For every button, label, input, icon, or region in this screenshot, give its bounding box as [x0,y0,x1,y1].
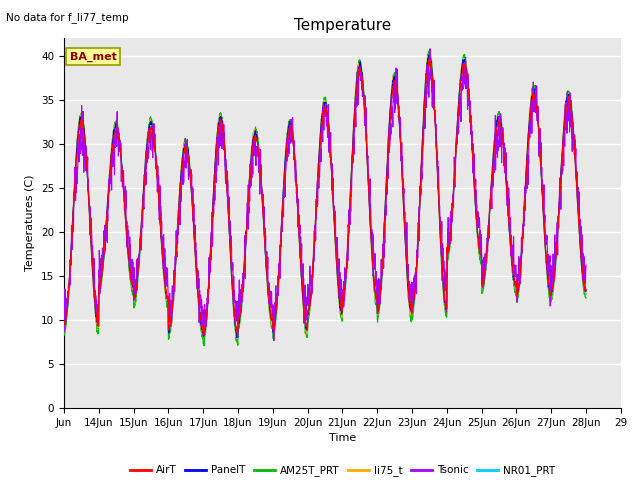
li75_t [233,336,241,341]
Tsonic [426,46,434,52]
li75_t [551,266,559,272]
PanelT [477,252,484,257]
NR01_PRT [200,338,207,344]
AirT [340,292,348,298]
li75_t [582,290,590,296]
AirT [60,319,68,324]
PanelT [233,335,241,340]
AM25T_PRT [340,298,348,303]
AirT [582,288,590,294]
AM25T_PRT [426,47,433,53]
Line: AirT: AirT [64,60,586,336]
NR01_PRT [536,153,544,158]
AM25T_PRT [200,343,208,348]
Line: Tsonic: Tsonic [64,49,586,341]
NR01_PRT [477,255,484,261]
AirT [351,101,359,107]
PanelT [426,50,433,56]
PanelT [536,157,544,163]
Tsonic [270,338,278,344]
Tsonic [351,100,359,106]
PanelT [340,290,348,296]
AM25T_PRT [551,273,559,278]
Tsonic [477,232,484,238]
Legend: AirT, PanelT, AM25T_PRT, li75_t, Tsonic, NR01_PRT: AirT, PanelT, AM25T_PRT, li75_t, Tsonic,… [125,461,559,480]
NR01_PRT [426,54,434,60]
li75_t [205,260,213,265]
AirT [205,273,213,278]
PanelT [351,94,359,100]
li75_t [351,91,359,96]
li75_t [536,156,544,162]
NR01_PRT [351,101,359,107]
AM25T_PRT [477,259,484,265]
li75_t [340,289,348,295]
AirT [234,334,241,339]
Title: Temperature: Temperature [294,18,391,33]
PanelT [582,287,590,292]
Tsonic [536,154,544,159]
NR01_PRT [340,294,348,300]
AM25T_PRT [582,295,590,301]
AM25T_PRT [206,268,214,274]
Y-axis label: Temperatures (C): Temperatures (C) [26,175,35,272]
Text: BA_met: BA_met [70,51,116,61]
li75_t [60,323,68,328]
Line: AM25T_PRT: AM25T_PRT [64,50,586,346]
AM25T_PRT [536,152,544,158]
Tsonic [551,232,559,238]
li75_t [477,252,484,257]
NR01_PRT [206,267,214,273]
NR01_PRT [582,291,590,297]
li75_t [426,53,434,59]
Line: li75_t: li75_t [64,56,586,338]
Line: NR01_PRT: NR01_PRT [64,57,586,341]
AirT [477,249,484,255]
Tsonic [340,285,348,291]
NR01_PRT [60,327,68,333]
PanelT [551,266,559,272]
AirT [551,266,559,272]
AM25T_PRT [60,331,68,336]
AirT [536,151,544,156]
AM25T_PRT [351,94,359,99]
AirT [425,57,433,62]
Tsonic [60,310,68,315]
PanelT [60,322,68,328]
Text: No data for f_li77_temp: No data for f_li77_temp [6,12,129,23]
Line: PanelT: PanelT [64,53,586,337]
PanelT [205,266,213,272]
NR01_PRT [551,270,559,276]
X-axis label: Time: Time [329,433,356,443]
Tsonic [205,265,213,271]
Tsonic [582,262,590,268]
